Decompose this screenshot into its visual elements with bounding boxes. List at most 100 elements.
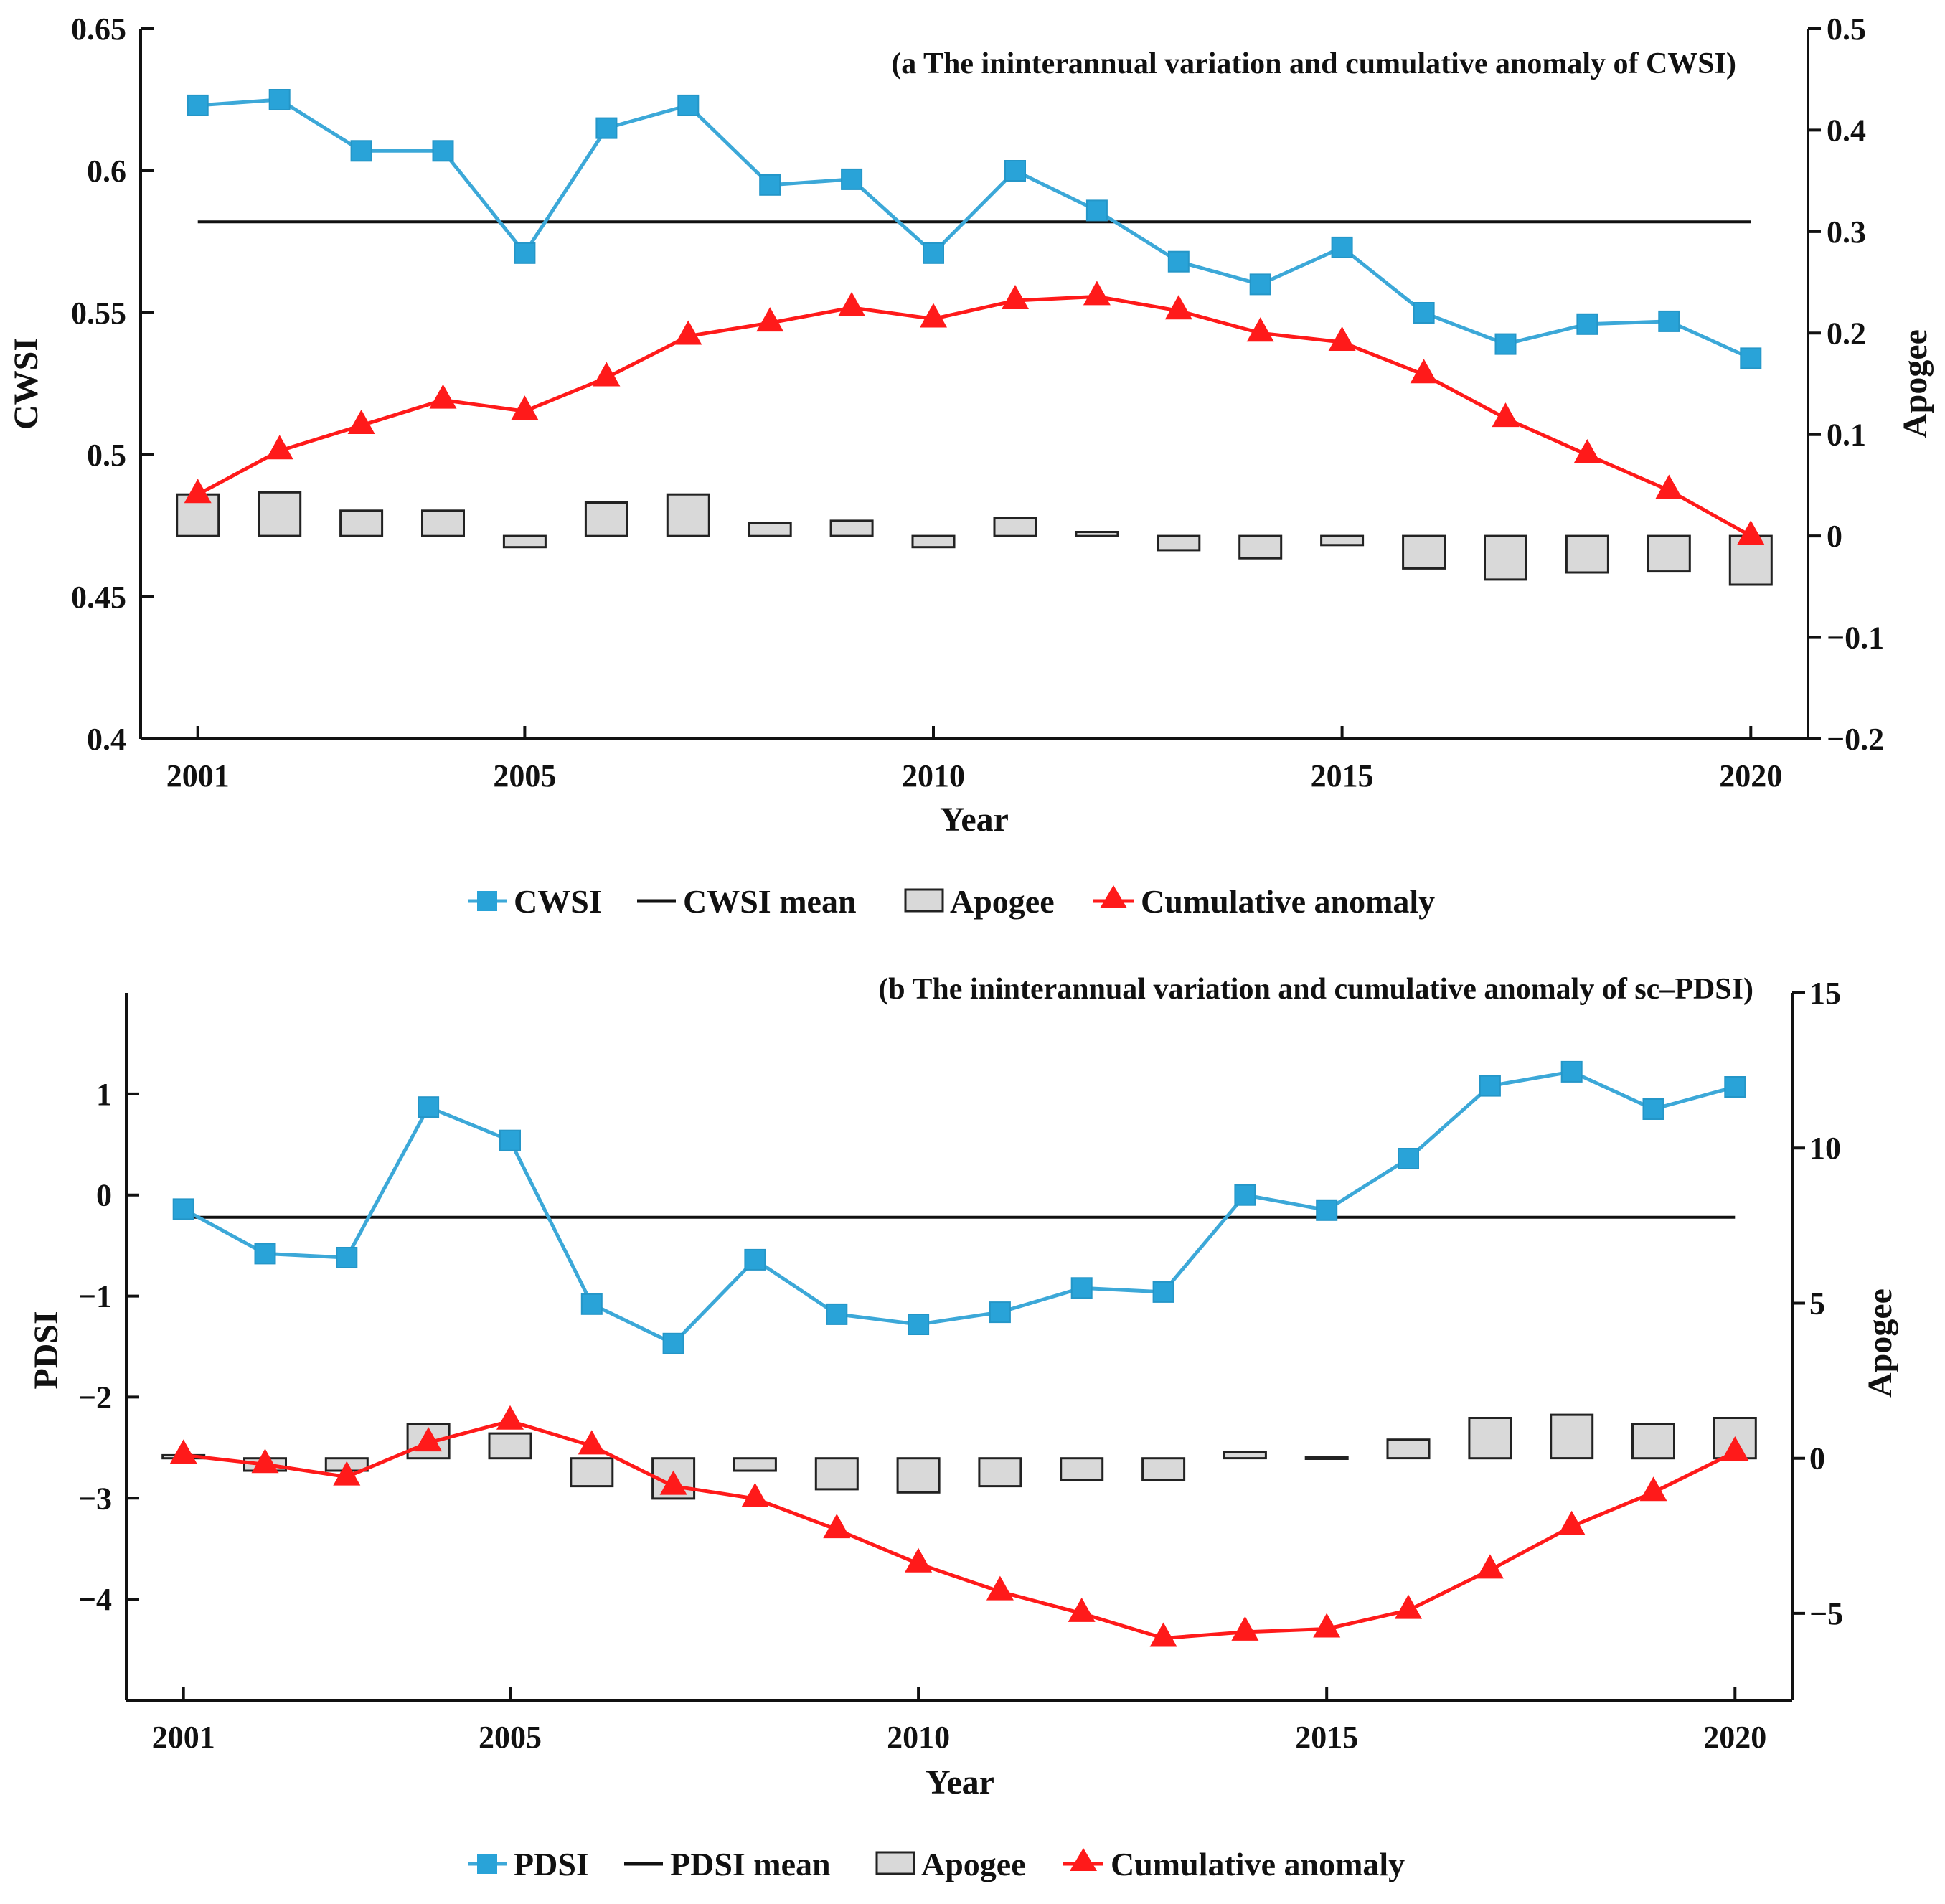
series-point-a-2008 xyxy=(759,174,781,196)
cumulative-point-a-2001 xyxy=(184,479,212,504)
legend-b-series: PDSI xyxy=(468,1846,589,1882)
y2-tick-label-b-0: −5 xyxy=(1809,1596,1843,1631)
y2-tick-label-b-3: 10 xyxy=(1809,1131,1841,1166)
panel-b-axes: 2001 2005 2010 2015 2020 −4 −3 −2 −1 0 1 −5 0 5 10 15 xyxy=(78,976,1843,1755)
series-point-a-2012 xyxy=(1085,199,1108,222)
cumulative-point-b-2003 xyxy=(333,1461,361,1486)
apogee-bar-a-2016 xyxy=(1402,534,1446,570)
series-point-a-2016 xyxy=(1413,302,1435,324)
y-tick-label-b-5: 1 xyxy=(96,1077,112,1112)
apogee-bar-a-2005 xyxy=(502,534,547,549)
x-tick-label-b-2020: 2020 xyxy=(1703,1720,1766,1755)
legend-b-apogee-swatch xyxy=(875,1851,915,1875)
y-tick-label-b-4: 0 xyxy=(96,1178,112,1213)
panel-a-xlabel: Year xyxy=(940,801,1009,839)
cumulative-point-b-2009 xyxy=(823,1514,851,1539)
series-point-b-2019 xyxy=(1642,1098,1664,1120)
series-point-a-2020 xyxy=(1740,347,1762,369)
series-point-a-2015 xyxy=(1331,236,1353,258)
series-point-b-2015 xyxy=(1316,1199,1338,1221)
legend-b-cumulative-label: Cumulative anomaly xyxy=(1111,1846,1405,1882)
cumulative-point-b-2005 xyxy=(496,1405,524,1430)
cumulative-point-a-2014 xyxy=(1246,317,1274,342)
series-line-a xyxy=(197,98,1752,360)
apogee-bar-b-2008 xyxy=(733,1457,777,1472)
cumulative-point-a-2007 xyxy=(674,320,702,345)
panel-a-axes: 2001 2005 2010 2015 2020 0.4 0.45 0.5 0.55 0.6 0.6… xyxy=(71,11,1884,793)
series-point-a-2001 xyxy=(187,94,209,116)
panel-b-xlabel: Year xyxy=(926,1763,994,1801)
y2-tick-label-a-4: 0.2 xyxy=(1827,316,1866,351)
y-tick-label-a-0: 0.4 xyxy=(87,722,126,757)
series-point-b-2006 xyxy=(580,1293,603,1315)
y-tick-label-b-0: −4 xyxy=(78,1582,112,1617)
cumulative-point-b-2002 xyxy=(251,1448,279,1474)
series-point-b-2007 xyxy=(662,1332,684,1354)
series-point-a-2010 xyxy=(923,242,944,264)
legend-b-apogee: Apogee xyxy=(875,1846,1026,1882)
panel-a-title: (a The ininterannual variation and cumul… xyxy=(891,47,1736,80)
legend-a-cumulative-label: Cumulative anomaly xyxy=(1141,883,1435,920)
apogee-bar-a-2015 xyxy=(1320,534,1365,547)
cumulative-line-b xyxy=(183,1419,1736,1641)
apogee-bar-b-2006 xyxy=(570,1457,614,1488)
cumulative-line-a xyxy=(197,294,1752,538)
series-point-a-2004 xyxy=(432,140,454,162)
cumulative-point-b-2011 xyxy=(986,1575,1014,1601)
x-tick-label-a-2001: 2001 xyxy=(166,758,230,793)
x-tick-label-b-2015: 2015 xyxy=(1295,1720,1358,1755)
series-point-a-2006 xyxy=(595,117,618,139)
apogee-bar-b-2015 xyxy=(1304,1456,1349,1460)
y2-tick-label-a-1: −0.1 xyxy=(1827,621,1884,656)
cumulative-point-b-2018 xyxy=(1558,1510,1586,1535)
cumulative-point-a-2004 xyxy=(429,384,457,409)
triangle-marker-icon xyxy=(1100,885,1127,908)
series-point-a-2014 xyxy=(1249,273,1271,296)
series-point-a-2009 xyxy=(841,168,863,190)
apogee-bar-b-2010 xyxy=(896,1457,941,1494)
series-point-a-2005 xyxy=(514,242,536,264)
x-tick-label-a-2005: 2005 xyxy=(493,758,556,793)
y2-tick-label-a-0: −0.2 xyxy=(1827,722,1884,757)
cumulative-point-a-2003 xyxy=(347,410,375,434)
series-point-b-2005 xyxy=(499,1129,521,1151)
y2-tick-label-a-3: 0.1 xyxy=(1827,418,1866,453)
panel-b-ylabel: PDSI xyxy=(27,1311,65,1389)
x-tick-label-a-2020: 2020 xyxy=(1719,758,1782,793)
y2-tick-label-a-2: 0 xyxy=(1827,519,1842,554)
series-point-a-2003 xyxy=(350,140,372,162)
panel-a-cumulative xyxy=(184,281,1765,545)
legend-a-mean-label: CWSI mean xyxy=(683,883,857,920)
cumulative-point-b-2010 xyxy=(905,1547,933,1573)
cumulative-point-b-2017 xyxy=(1476,1554,1504,1579)
series-line-b xyxy=(182,1070,1736,1346)
series-point-b-2014 xyxy=(1234,1184,1256,1206)
y2-tick-label-a-6: 0.4 xyxy=(1827,113,1866,148)
y2-tick-label-b-2: 5 xyxy=(1809,1286,1825,1321)
apogee-bar-a-2006 xyxy=(584,501,628,537)
apogee-bar-a-2010 xyxy=(911,534,956,549)
apogee-bar-b-2017 xyxy=(1468,1417,1512,1460)
y-tick-label-a-3: 0.55 xyxy=(71,296,126,331)
cumulative-point-a-2006 xyxy=(593,362,621,387)
apogee-bar-b-2018 xyxy=(1550,1413,1594,1460)
cumulative-point-a-2012 xyxy=(1083,281,1111,306)
series-point-b-2020 xyxy=(1724,1076,1746,1098)
panel-b-cumulative xyxy=(169,1405,1749,1647)
cumulative-point-a-2016 xyxy=(1410,359,1438,384)
legend-a-series-label: CWSI xyxy=(514,883,602,920)
apogee-bar-a-2017 xyxy=(1484,534,1527,581)
legend-a-apogee: Apogee xyxy=(904,883,1055,920)
series-point-b-2011 xyxy=(989,1301,1011,1324)
panel-b: 2001 2005 2010 2015 2020 −4 −3 −2 −1 0 1 −5 0 5 10 15 (… xyxy=(27,973,1899,1882)
apogee-bar-b-2016 xyxy=(1386,1438,1431,1460)
cumulative-point-a-2002 xyxy=(265,435,293,460)
panel-a-legend: CWSI CWSI mean Apogee Cumulative anomaly xyxy=(468,883,1435,920)
cumulative-point-b-2013 xyxy=(1149,1622,1177,1647)
x-tick-label-a-2015: 2015 xyxy=(1311,758,1374,793)
cumulative-point-a-2010 xyxy=(920,303,947,328)
panel-b-legend: PDSI PDSI mean Apogee Cumulative anomaly xyxy=(468,1846,1405,1882)
apogee-bar-a-2002 xyxy=(258,491,302,537)
